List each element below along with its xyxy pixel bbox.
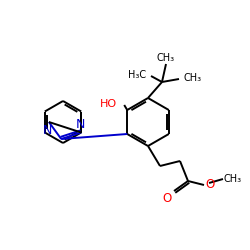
Text: HO: HO <box>100 99 117 109</box>
Text: CH₃: CH₃ <box>224 174 242 184</box>
Text: N: N <box>76 118 85 131</box>
Text: N: N <box>43 124 52 136</box>
Text: O: O <box>163 192 172 205</box>
Text: H₃C: H₃C <box>128 70 146 80</box>
Text: CH₃: CH₃ <box>184 73 202 83</box>
Text: O: O <box>205 178 214 192</box>
Text: CH₃: CH₃ <box>157 53 175 63</box>
